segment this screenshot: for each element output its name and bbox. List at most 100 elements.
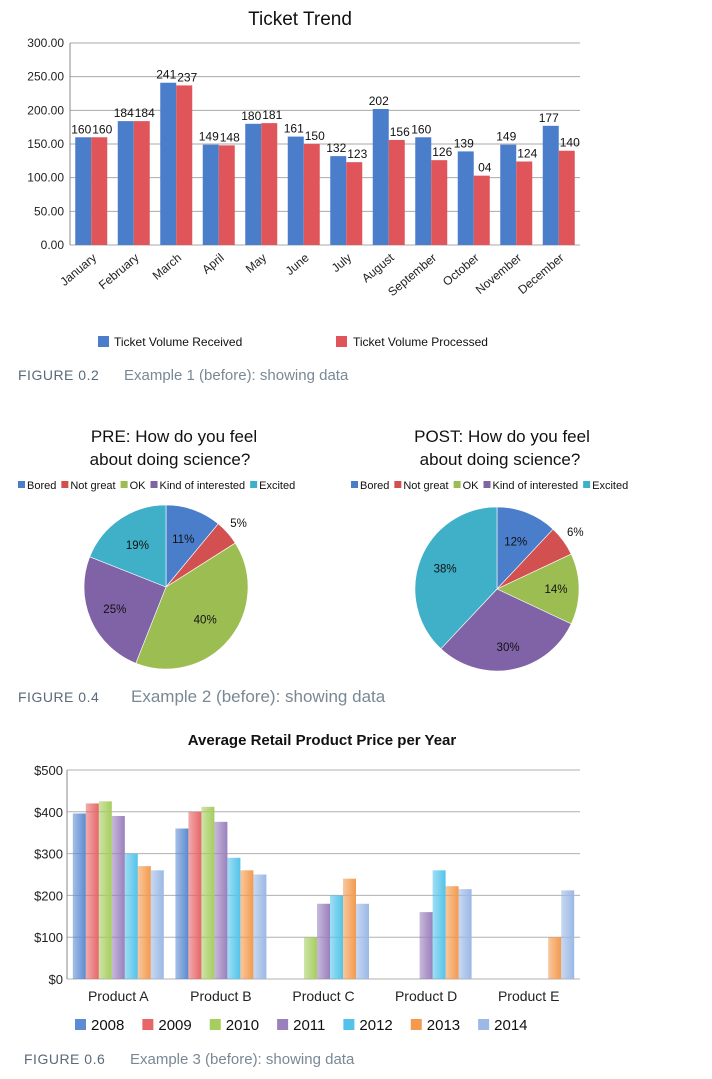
bar-received	[202, 144, 219, 245]
data-label: 161	[284, 122, 304, 136]
legend-swatch	[142, 1019, 154, 1030]
figure-label: FIGURE 0.6	[24, 1051, 105, 1067]
x-tick-label: Product A	[88, 988, 149, 1004]
bar-2014	[150, 870, 164, 979]
figure-label: FIGURE 0.4	[18, 689, 99, 705]
y-tick-label: $200	[34, 888, 63, 903]
legend-label: Kind of interested	[493, 480, 579, 492]
legend-swatch	[453, 481, 461, 488]
bar-received	[75, 137, 92, 245]
pie-slice	[83, 556, 167, 664]
legend-swatch	[250, 481, 258, 488]
bar-2013	[445, 886, 459, 979]
legend-label: OK	[463, 480, 480, 492]
bar-processed	[388, 139, 405, 245]
legend-label: Kind of interested	[160, 480, 246, 492]
x-tick-label: July	[329, 251, 354, 275]
legend-label: 2008	[91, 1017, 124, 1034]
bar-2014	[356, 903, 369, 979]
legend-swatch	[18, 481, 25, 488]
pie-slice	[135, 542, 249, 670]
legend-swatch	[478, 1019, 490, 1030]
figure-caption-text: Example 3 (before): showing data	[130, 1051, 355, 1068]
chart-title: Average Retail Product Price per Year	[188, 732, 457, 749]
legend-swatch	[209, 1019, 221, 1030]
bar-2013	[137, 866, 151, 979]
legend-label: Not great	[403, 480, 448, 492]
legend-swatch	[583, 481, 591, 488]
pie-slice	[496, 506, 554, 590]
data-label: 140	[560, 136, 580, 150]
y-tick-label: 200.00	[27, 103, 64, 117]
x-tick-label: Product B	[190, 988, 251, 1004]
y-tick-label: $300	[34, 847, 63, 862]
bar-2008	[72, 813, 86, 979]
bar-2011	[111, 815, 125, 979]
slice-label: 5%	[230, 518, 247, 530]
slice-label: 6%	[567, 527, 584, 539]
bar-processed	[346, 162, 363, 245]
figure-label: FIGURE 0.2	[18, 367, 99, 383]
ticket-trend-chart: Ticket Trend 0.00 50.00 100.00 150.00 200.00…	[27, 9, 580, 349]
legend-swatch	[75, 1019, 86, 1030]
y-tick-label: 150.00	[27, 137, 64, 151]
chart-title: Ticket Trend	[248, 9, 352, 30]
bar-2012	[227, 857, 241, 979]
data-label: 148	[220, 130, 240, 144]
x-tick-label: August	[359, 250, 397, 285]
x-tick-label: Product C	[292, 988, 354, 1004]
pie-slice	[496, 553, 580, 625]
slice-label: 19%	[126, 540, 149, 552]
bar-2014	[458, 889, 472, 979]
data-label: 126	[432, 145, 452, 159]
figure-caption-text: Example 1 (before): showing data	[124, 367, 349, 384]
x-tick-label: February	[96, 251, 142, 293]
legend-label: 2010	[226, 1017, 259, 1034]
bar-2010	[304, 937, 317, 979]
figure-caption: FIGURE 0.2 Example 1 (before): showing d…	[18, 367, 349, 384]
x-tick-label: December	[515, 251, 566, 297]
data-label: 149	[199, 130, 219, 144]
y-tick-label: 0.00	[41, 238, 65, 252]
bar-2012	[124, 853, 138, 979]
x-tick-label: June	[283, 250, 312, 278]
data-label: 150	[305, 129, 325, 143]
data-label: 156	[390, 125, 410, 139]
pre-pie-chart: PRE: How do you feel about doing science…	[18, 427, 295, 670]
figure-caption: FIGURE 0.6 Example 3 (before): showing d…	[24, 1051, 355, 1068]
legend-swatch	[394, 481, 402, 488]
slice-label: 11%	[172, 534, 194, 546]
bar-2011	[317, 903, 330, 979]
slice-label: 40%	[194, 614, 217, 626]
bar-received	[117, 121, 134, 245]
bar-processed	[133, 121, 150, 245]
y-tick-label: $400	[34, 805, 63, 820]
bar-2013	[343, 878, 356, 979]
legend-swatch	[120, 481, 128, 488]
data-label: 180	[241, 109, 261, 123]
x-tick-label: January	[57, 251, 99, 289]
x-tick-label: November	[473, 251, 524, 297]
slice-label: 38%	[434, 563, 457, 575]
bar-received	[415, 137, 432, 245]
bar-received	[330, 156, 347, 245]
data-label: 139	[454, 136, 474, 150]
x-tick-label: April	[199, 251, 226, 277]
y-tick-label: 50.00	[34, 204, 64, 218]
legend-label-received: Ticket Volume Received	[114, 335, 242, 349]
legend-swatch	[150, 481, 158, 488]
bar-2010	[98, 801, 112, 979]
data-label: 123	[347, 147, 367, 161]
legend-label: 2013	[427, 1017, 460, 1034]
bar-processed	[218, 145, 235, 245]
chart-title-line-2: about doing science?	[420, 450, 581, 469]
bar-processed	[431, 160, 448, 245]
y-tick-label: $100	[34, 930, 63, 945]
x-tick-label: Product D	[395, 988, 457, 1004]
y-tick-label: 250.00	[27, 70, 64, 84]
legend-swatch	[343, 1019, 355, 1030]
data-label: 181	[262, 108, 282, 122]
data-label: 184	[114, 106, 134, 120]
post-pie-chart: POST: How do you feel about doing scienc…	[351, 427, 628, 672]
